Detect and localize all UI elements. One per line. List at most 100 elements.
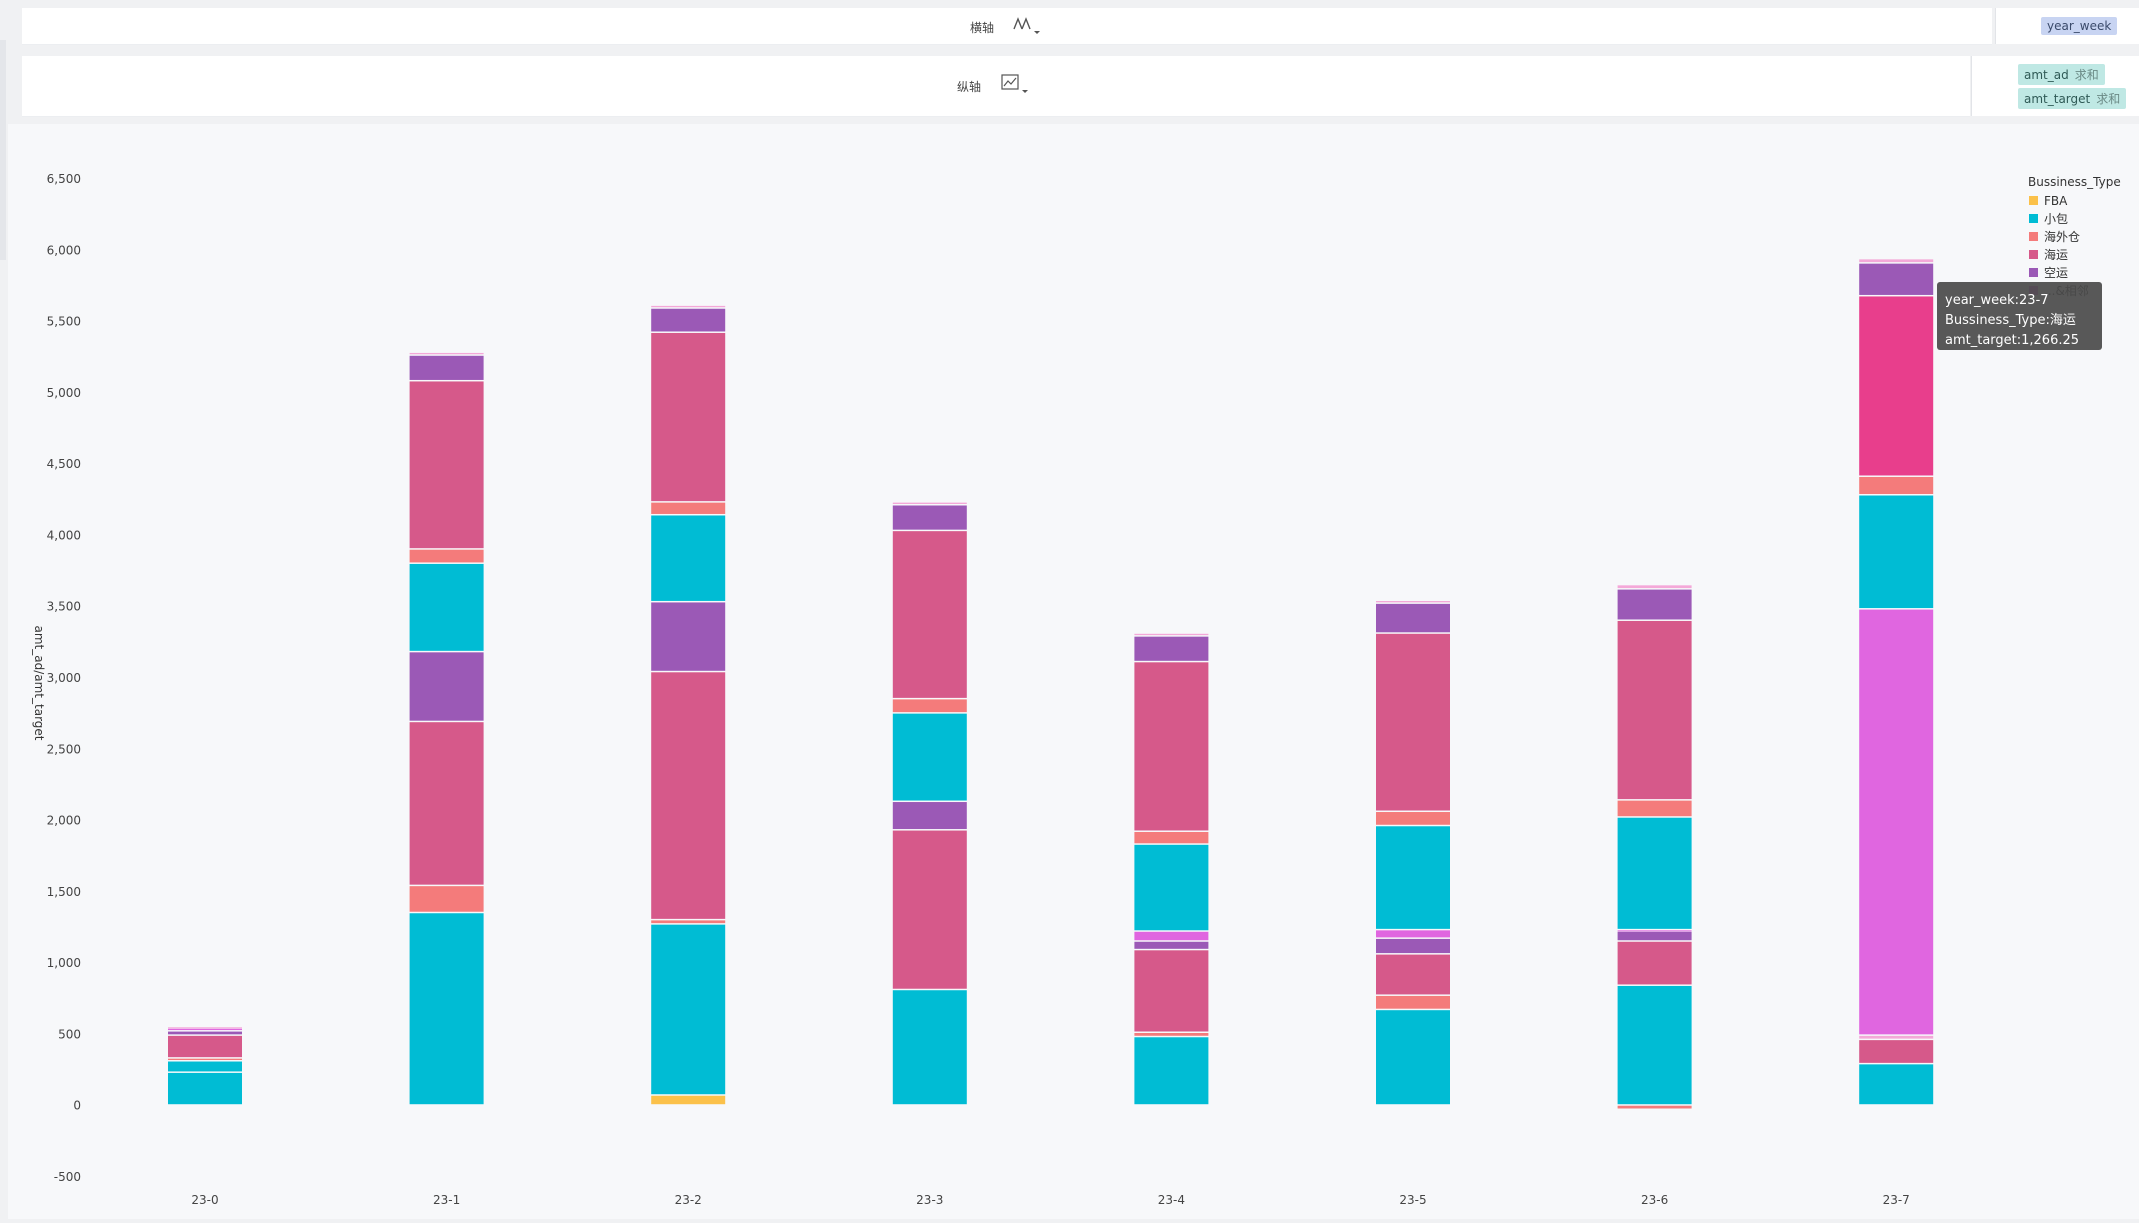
bar-segment-23-3-2[interactable] [892, 802, 967, 830]
bar-segment-23-3-7[interactable] [892, 502, 967, 504]
bar-segment-23-6-9[interactable] [1617, 585, 1692, 589]
bar-segment-23-1-3[interactable] [409, 652, 484, 721]
bar-segment-23-1-7[interactable] [409, 355, 484, 380]
bar-segment-23-5-5[interactable] [1376, 826, 1450, 929]
bar-segment-23-0-2[interactable] [168, 1058, 242, 1061]
x-axis-shelf-label: 横轴 [970, 21, 995, 35]
y-axis-label: amt_ad/amt_target [32, 626, 46, 741]
legend-entry[interactable]: FBA [2044, 194, 2068, 208]
bar-segment-23-0-4[interactable] [168, 1031, 242, 1035]
bar-segment-23-1-4[interactable] [409, 563, 484, 651]
bar-segment-23-5-4[interactable] [1376, 930, 1450, 938]
bar-segment-23-6-0[interactable] [1617, 1105, 1692, 1109]
bar-segment-23-6-8[interactable] [1617, 589, 1692, 620]
bar-segment-23-4-2[interactable] [1134, 950, 1209, 1032]
y-axis-shelf[interactable]: 纵轴 [22, 56, 1970, 117]
bar-segment-23-3-3[interactable] [892, 713, 967, 801]
amt-ad-pill[interactable]: amt_ad 求和 [2018, 64, 2105, 85]
bar-segment-23-5-7[interactable] [1376, 633, 1450, 811]
bar-segment-23-4-3[interactable] [1134, 941, 1209, 949]
bar-segment-23-3-0[interactable] [892, 990, 967, 1105]
bar-segment-23-7-2[interactable] [1859, 1035, 1934, 1039]
legend-swatch [2029, 232, 2038, 241]
bar-segment-23-4-0[interactable] [1134, 1037, 1209, 1105]
bar-segment-23-0-1[interactable] [168, 1061, 242, 1072]
bar-segment-23-1-5[interactable] [409, 549, 484, 563]
bar-segment-23-5-2[interactable] [1376, 954, 1450, 995]
bar-segment-23-4-7[interactable] [1134, 662, 1209, 831]
bar-segment-23-1-2[interactable] [409, 722, 484, 885]
bar-segment-23-5-6[interactable] [1376, 812, 1450, 825]
legend-entry[interactable]: 海运 [2044, 247, 2068, 262]
bar-segment-23-1-1[interactable] [409, 886, 484, 912]
bar-segment-23-4-5[interactable] [1134, 844, 1209, 931]
year-week-pill[interactable]: year_week [2041, 17, 2118, 35]
amt-target-pill[interactable]: amt_target 求和 [2018, 88, 2127, 109]
bar-segment-23-5-3[interactable] [1376, 938, 1450, 954]
bar-segment-23-3-6[interactable] [892, 505, 967, 530]
bar-segment-23-0-5[interactable] [168, 1028, 242, 1031]
bar-segment-23-2-6[interactable] [651, 502, 726, 514]
bar-segment-23-4-6[interactable] [1134, 831, 1209, 844]
x-tick-label: 23-2 [675, 1193, 702, 1207]
legend-entry[interactable]: 海外仓 [2044, 229, 2080, 244]
bar-segment-23-6-1[interactable] [1617, 985, 1692, 1105]
bar-segment-23-7-5[interactable] [1859, 476, 1934, 495]
bar-segment-23-0-3[interactable] [168, 1035, 242, 1058]
legend-swatch [2029, 196, 2038, 205]
bar-segment-23-1-8[interactable] [409, 352, 484, 355]
bar-segment-23-7-8[interactable] [1859, 259, 1934, 263]
y-tick-label: 3,500 [47, 600, 81, 614]
bar-segment-23-4-1[interactable] [1134, 1033, 1209, 1036]
bar-segment-23-7-7[interactable] [1859, 263, 1934, 295]
bar-segment-23-3-1[interactable] [892, 830, 967, 989]
bar-segment-23-1-0[interactable] [409, 913, 484, 1105]
bar-segment-23-2-1[interactable] [651, 924, 726, 1095]
bar-segment-23-6-3[interactable] [1617, 931, 1692, 941]
x-axis-shelf[interactable]: 横轴 [22, 8, 1992, 45]
bar-segment-23-2-4[interactable] [651, 602, 726, 671]
bar-segment-23-2-0[interactable] [651, 1095, 726, 1105]
line-chart-icon[interactable] [1000, 73, 1032, 99]
bar-segment-23-6-7[interactable] [1617, 620, 1692, 800]
bar-segment-23-7-1[interactable] [1859, 1040, 1934, 1063]
bar-segment-23-2-5[interactable] [651, 515, 726, 601]
bar-segment-23-2-7[interactable] [651, 332, 726, 502]
bar-segment-23-3-5[interactable] [892, 531, 967, 698]
bar-segment-23-7-6[interactable] [1859, 296, 1934, 476]
y-tick-label: 2,500 [47, 742, 81, 756]
legend-title: Bussiness_Type [2028, 175, 2121, 189]
y-tick-label: 6,500 [47, 172, 81, 186]
bar-segment-23-6-4[interactable] [1617, 930, 1692, 932]
bar-segment-23-6-6[interactable] [1617, 800, 1692, 817]
bar-segment-23-4-9[interactable] [1134, 633, 1209, 636]
bar-segment-23-0-0[interactable] [168, 1072, 242, 1105]
bar-segment-23-1-6[interactable] [409, 381, 484, 549]
tooltip-line2: Bussiness_Type:海运 [1945, 313, 2076, 328]
bar-segment-23-2-2[interactable] [651, 920, 726, 924]
bar-segment-23-2-8[interactable] [651, 308, 726, 332]
tooltip: year_week:23-7 Bussiness_Type:海运 amt_targe… [1937, 282, 2102, 350]
bar-segment-23-7-0[interactable] [1859, 1064, 1934, 1105]
bar-segment-23-6-5[interactable] [1617, 817, 1692, 929]
bar-segment-23-5-8[interactable] [1376, 603, 1450, 633]
chart-type-icon[interactable] [1012, 15, 1042, 41]
bars [168, 259, 1934, 1109]
bar-segment-23-2-9[interactable] [651, 305, 726, 308]
bar-segment-23-5-0[interactable] [1376, 1010, 1450, 1105]
amt-target-pill-agg: 求和 [2096, 92, 2121, 106]
bar-segment-23-3-4[interactable] [892, 699, 967, 713]
bar-segment-23-0-6[interactable] [168, 1027, 242, 1029]
bar-segment-23-6-2[interactable] [1617, 941, 1692, 985]
bar-segment-23-7-4[interactable] [1859, 495, 1934, 609]
legend-entry[interactable]: 空运 [2044, 266, 2068, 280]
legend-entry[interactable]: 小包 [2044, 212, 2068, 226]
bar-segment-23-5-9[interactable] [1376, 601, 1450, 603]
bar-segment-23-2-3[interactable] [651, 672, 726, 919]
y-tick-label: 0 [73, 1099, 81, 1113]
bar-segment-23-4-4[interactable] [1134, 931, 1209, 941]
bar-segment-23-5-1[interactable] [1376, 995, 1450, 1009]
bar-segment-23-4-8[interactable] [1134, 636, 1209, 661]
y-tick-label: 5,000 [47, 386, 81, 400]
bar-segment-23-7-3[interactable] [1859, 609, 1934, 1035]
